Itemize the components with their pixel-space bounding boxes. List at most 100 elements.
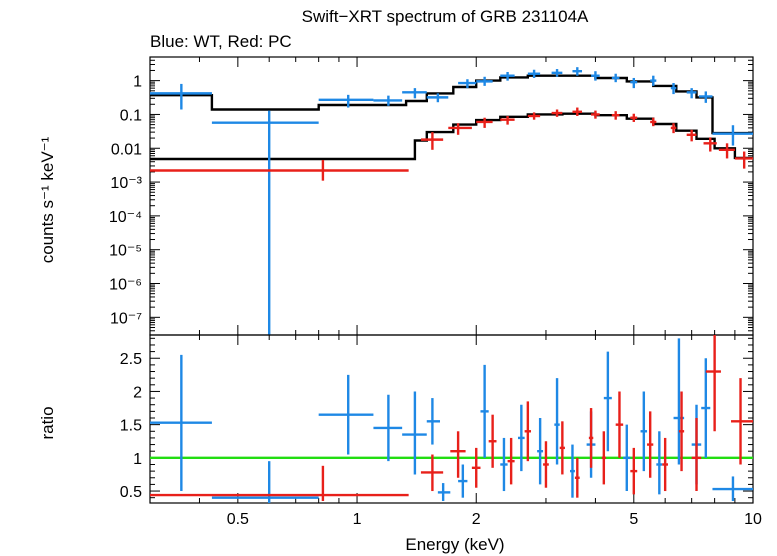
- spectrum-wt-point: [458, 79, 477, 89]
- spectrum-wt-point: [670, 83, 677, 95]
- ratio-wt-point: [211, 461, 319, 503]
- spectrum-wt-point: [630, 77, 638, 89]
- ratio-wt-point: [437, 483, 451, 502]
- top-y-axis-label: counts s⁻¹ keV⁻¹: [38, 136, 57, 263]
- x-tick-label: 10: [744, 511, 762, 528]
- spectrum-pc-point: [150, 159, 409, 181]
- spectrum-pc-point: [718, 143, 735, 159]
- spectrum-y-tick-label: 0.01: [111, 141, 142, 158]
- ratio-wt-point: [518, 404, 525, 472]
- ratio-wt-point: [656, 431, 663, 495]
- spectrum-y-tick-label: 1: [133, 74, 142, 91]
- ratio-wt-point: [623, 424, 631, 492]
- ratio-pc-point: [662, 437, 668, 492]
- ratio-pc-point: [543, 441, 549, 488]
- spectrum-pc-point: [734, 151, 753, 169]
- spectrum-wt-point: [500, 72, 515, 81]
- ratio-wt-point: [402, 391, 427, 475]
- spectrum-wt-point: [402, 88, 427, 99]
- ratio-wt-point: [712, 476, 753, 502]
- spectrum-y-tick-label: 0.1: [120, 107, 142, 124]
- ratio-y-tick-label: 2.5: [120, 351, 142, 368]
- x-tick-label: 0.5: [227, 511, 249, 528]
- ratio-wt-point: [537, 418, 544, 485]
- ratio-pc-point: [450, 431, 466, 478]
- spectrum-model-line: [150, 112, 753, 161]
- spectrum-pc-point: [611, 111, 620, 120]
- ratio-wt-point: [318, 374, 374, 455]
- ratio-pc-point: [705, 335, 721, 432]
- chart-title: Swift−XRT spectrum of GRB 231104A: [302, 7, 589, 26]
- spectrum-pc-point: [650, 117, 657, 127]
- ratio-wt-point: [603, 351, 612, 452]
- ratio-pc-point: [559, 421, 565, 475]
- spectrum-pc-point: [551, 109, 563, 117]
- bottom-y-axis-label: ratio: [38, 406, 57, 439]
- ratio-pc-point: [601, 431, 606, 485]
- spectrum-pc-point: [686, 129, 697, 142]
- spectrum-wt-point: [591, 71, 600, 81]
- ratio-panel: 0.5 1 1.5 2 2.5 0.5 1 2 5 10: [120, 334, 762, 528]
- ratio-wt-point: [569, 444, 575, 498]
- ratio-pc-point: [574, 457, 580, 498]
- spectrum-pc-point: [448, 123, 472, 135]
- spectrum-wt-point: [712, 125, 753, 146]
- spectrum-pc-point: [527, 112, 541, 120]
- spectrum-pc-point: [630, 113, 638, 122]
- ratio-y-tick-label: 1.5: [120, 418, 142, 435]
- spectrum-wt-point: [476, 76, 493, 86]
- spectrum-pc-point: [500, 115, 515, 125]
- ratio-pc-point: [615, 391, 624, 458]
- ratio-y-tick-label: 2: [133, 384, 142, 401]
- x-tick-label: 5: [629, 511, 638, 528]
- spectrum-wt-point: [150, 83, 212, 110]
- ratio-wt-point: [480, 364, 489, 458]
- spectrum-pc-point: [591, 110, 600, 119]
- spectrum-y-tick-label: 10⁻⁷: [110, 310, 142, 327]
- spectrum-wt-point: [318, 94, 374, 108]
- ratio-pc-point: [420, 454, 444, 492]
- spectrum-y-tick-label: 10⁻⁴: [109, 209, 142, 226]
- chart-subtitle: Blue: WT, Red: PC: [150, 32, 292, 51]
- ratio-pc-point: [524, 401, 531, 462]
- ratio-pc-point: [630, 447, 638, 495]
- ratio-wt-point: [458, 464, 468, 498]
- spectrum-wt-point: [650, 75, 657, 86]
- spectrum-wt-point: [551, 69, 563, 77]
- spectrum-pc-point: [670, 123, 677, 134]
- ratio-wt-point: [701, 358, 711, 458]
- ratio-pc-point: [588, 408, 594, 468]
- spectrum-model-line: [150, 74, 753, 135]
- ratio-wt-point: [373, 394, 403, 462]
- ratio-frame: [149, 334, 754, 504]
- spectrum-pc-point: [572, 107, 583, 116]
- ratio-pc-point: [507, 437, 515, 485]
- ratio-pc-point: [691, 418, 702, 492]
- spectrum-wt-point: [611, 73, 620, 83]
- spectrum-wt-point: [373, 95, 403, 106]
- ratio-pc-point: [471, 447, 481, 488]
- x-axis-label: Energy (keV): [405, 535, 504, 554]
- spectrum-pc-point: [703, 137, 717, 152]
- spectrum-pc-point: [420, 132, 444, 150]
- spectrum-frame: [149, 56, 754, 336]
- spectrum-wt-point: [686, 88, 697, 99]
- x-tick-label: 1: [353, 511, 362, 528]
- ratio-pc-point: [678, 391, 685, 472]
- ratio-wt-point: [640, 391, 648, 472]
- ratio-wt-point: [554, 378, 560, 465]
- ratio-wt-point: [500, 437, 508, 492]
- spectrum-pc-point: [476, 117, 493, 128]
- spectrum-y-tick-label: 10⁻⁵: [109, 243, 142, 260]
- ratio-y-tick-label: 0.5: [120, 484, 142, 501]
- spectrum-wt-point: [572, 67, 583, 76]
- ratio-pc-point: [488, 414, 497, 468]
- spectrum-y-tick-label: 10⁻⁶: [109, 277, 142, 294]
- x-tick-label: 2: [472, 511, 481, 528]
- ratio-pc-point: [150, 465, 409, 502]
- spectrum-wt-point: [527, 69, 541, 78]
- spectrum-wt-point: [426, 93, 449, 103]
- ratio-y-tick-label: 1: [133, 451, 142, 468]
- ratio-pc-point: [731, 378, 753, 465]
